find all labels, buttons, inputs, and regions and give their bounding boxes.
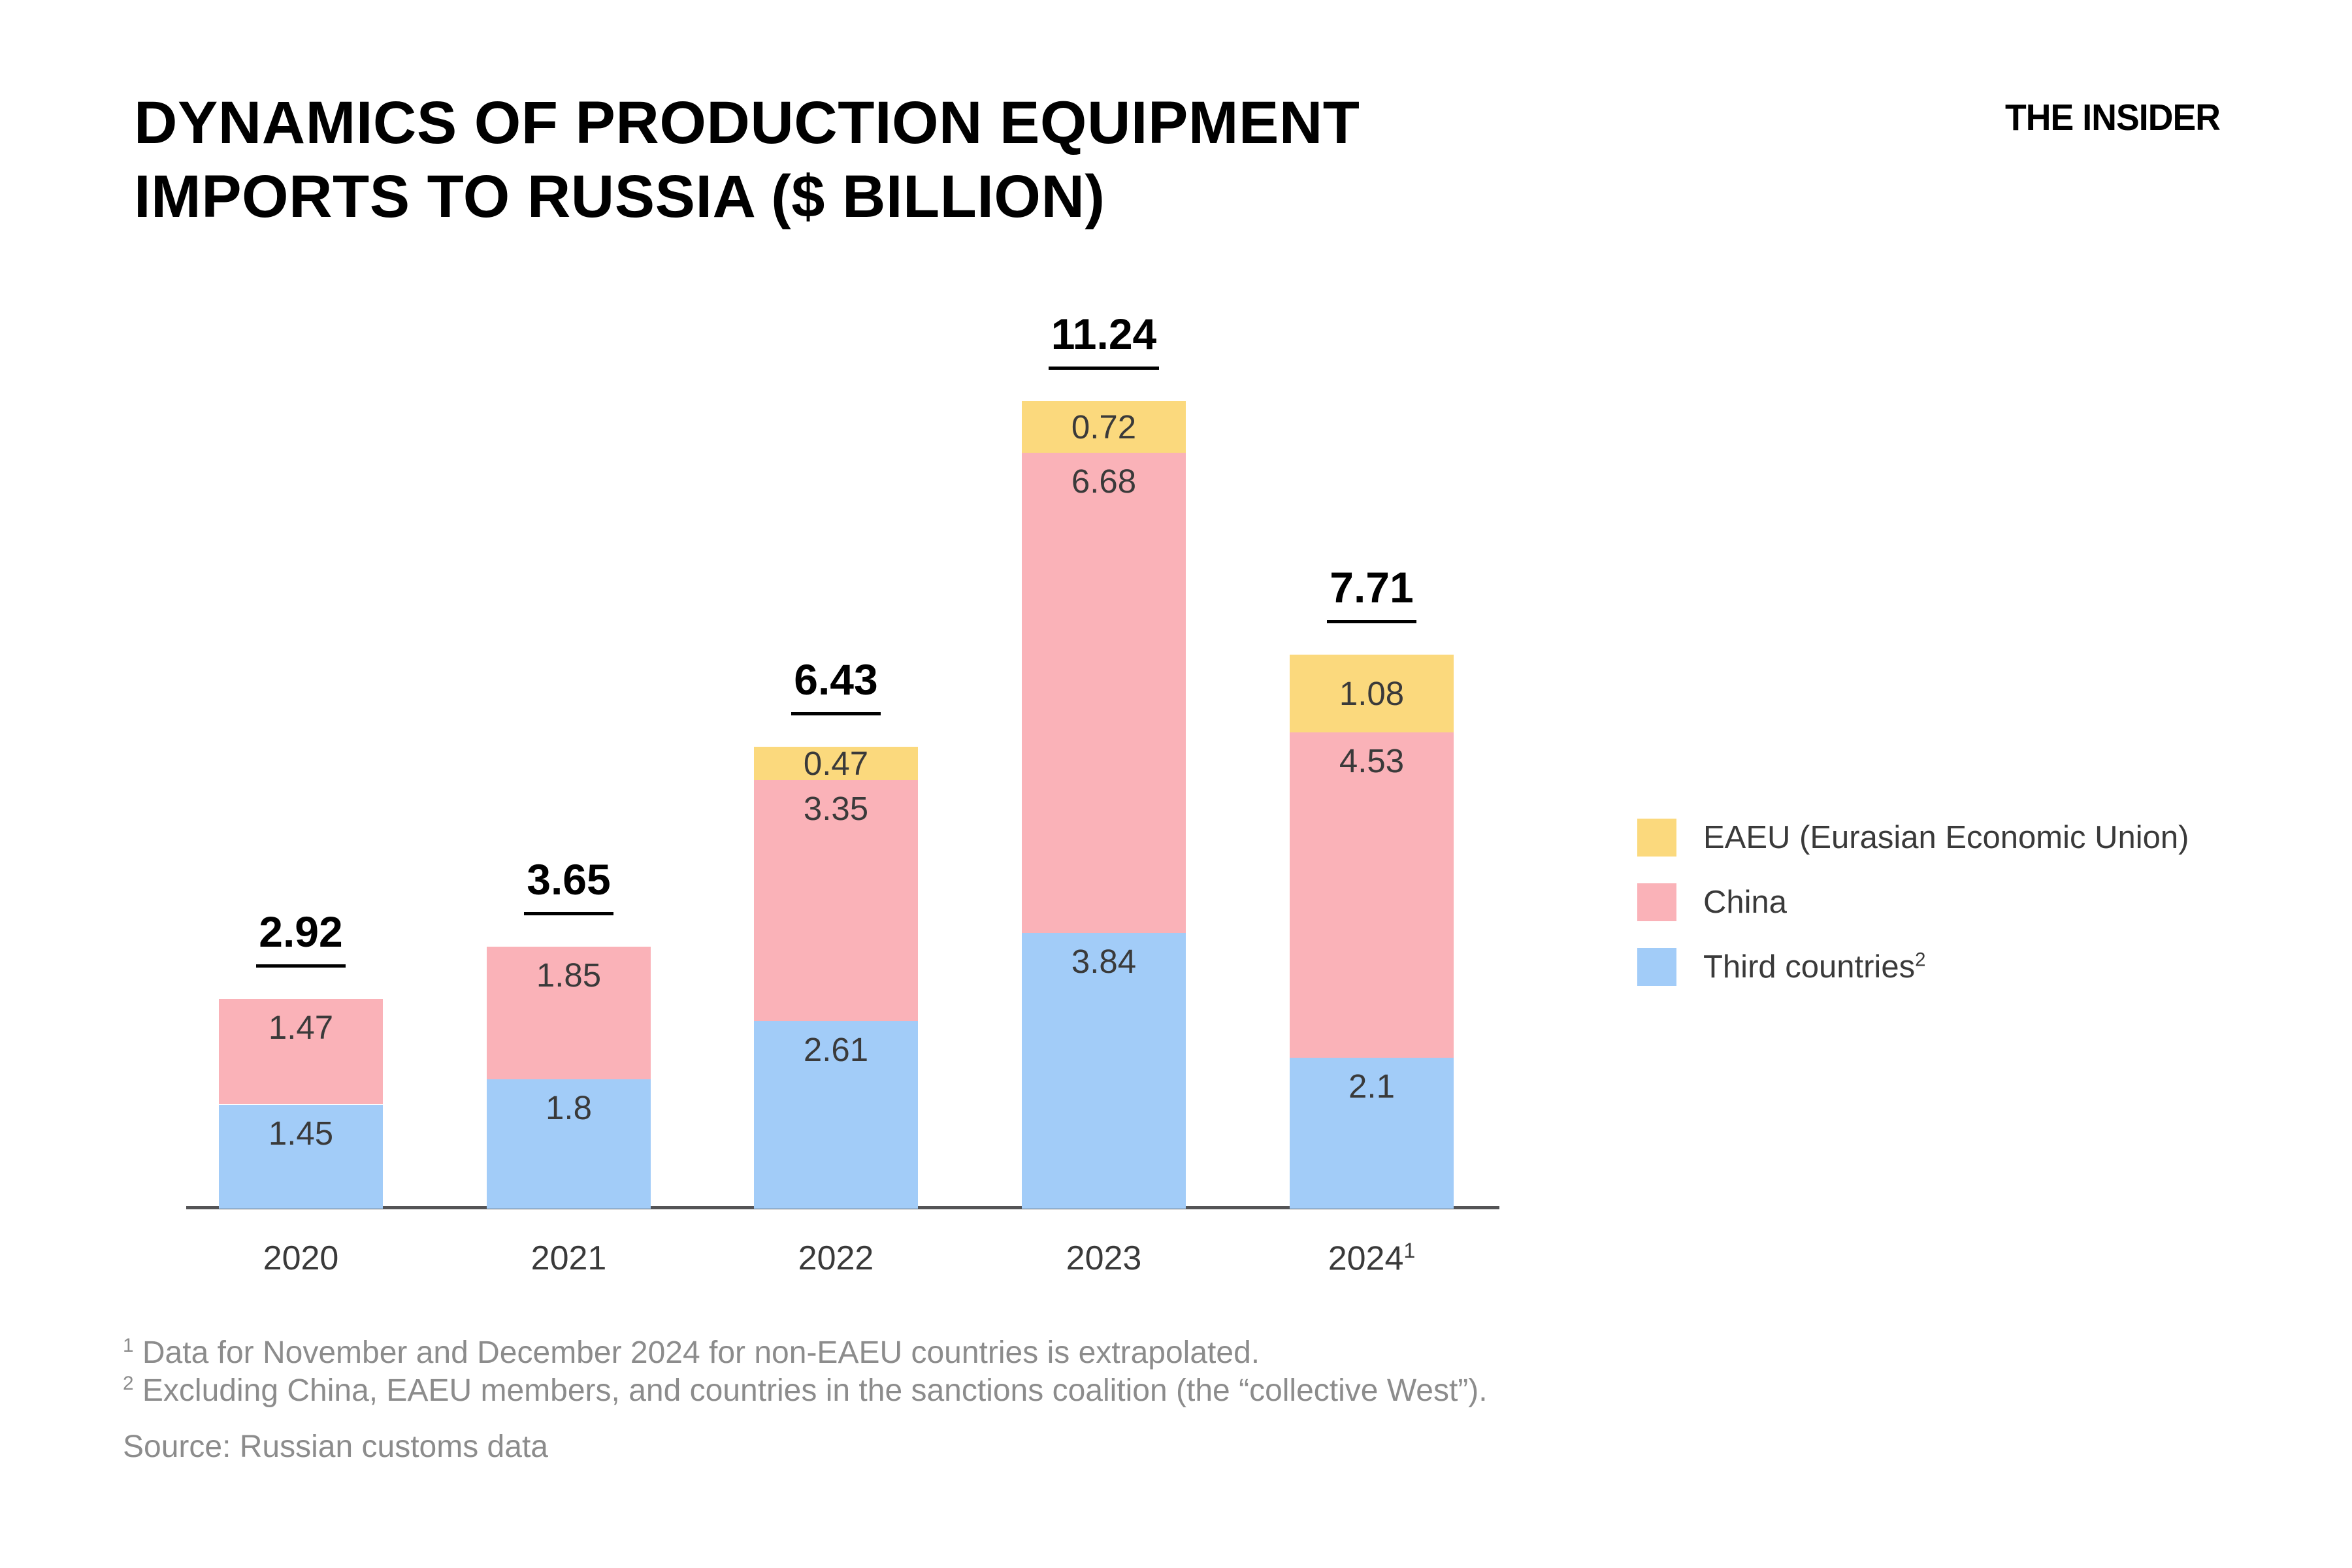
legend-item-eaeu: EAEU (Eurasian Economic Union) <box>1637 819 2189 857</box>
footnote-1: 1 Data for November and December 2024 fo… <box>123 1335 1260 1370</box>
x-axis-category-label-2022: 2022 <box>798 1239 874 1277</box>
segment-value-label: 4.53 <box>1339 742 1405 779</box>
segment-value-label: 6.68 <box>1071 462 1137 500</box>
segment-value-label: 1.8 <box>546 1089 592 1126</box>
bar-segment-2020-series-1: 1.47 <box>219 998 383 1105</box>
bar-segment-2023-series-2: 0.72 <box>1022 400 1186 453</box>
bar-total-label-2023: 11.24 <box>941 309 1267 370</box>
page-title-line-2: IMPORTS TO RUSSIA ($ BILLION) <box>134 163 1105 230</box>
source-note: Source: Russian customs data <box>123 1429 548 1464</box>
x-axis-category-label-2024: 20241 <box>1328 1239 1416 1278</box>
segment-value-label: 1.85 <box>536 956 602 994</box>
legend-label-third-countries: Third countries2 <box>1703 949 1926 985</box>
page-title-line-1: DYNAMICS OF PRODUCTION EQUIPMENT <box>134 90 1360 156</box>
chart-legend: EAEU (Eurasian Economic Union) China Thi… <box>1637 819 2189 1013</box>
bar-segment-2023-series-1: 6.68 <box>1022 452 1186 933</box>
bar-segment-2024-series-1: 4.53 <box>1290 732 1454 1058</box>
bar-total-label-2020: 2.92 <box>138 907 465 968</box>
bar-total-label-2022: 6.43 <box>673 655 1000 715</box>
bar-total-label-2024: 7.71 <box>1209 563 1535 623</box>
x-axis-category-label-2020: 2020 <box>263 1239 339 1277</box>
footnote-2: 2 Excluding China, EAEU members, and cou… <box>123 1373 1488 1408</box>
bar-segment-2021-series-0: 1.8 <box>487 1079 651 1209</box>
bar-segment-2022-series-2: 0.47 <box>754 745 918 783</box>
legend-label-eaeu: EAEU (Eurasian Economic Union) <box>1703 820 2189 855</box>
bar-total-label-2021: 3.65 <box>406 855 732 915</box>
segment-value-label: 1.45 <box>268 1114 334 1152</box>
bar-segment-2022-series-0: 2.61 <box>754 1021 918 1209</box>
segment-value-label: 2.1 <box>1348 1068 1395 1105</box>
segment-value-label: 3.84 <box>1071 942 1137 980</box>
page-title: DYNAMICS OF PRODUCTION EQUIPMENT IMPORTS… <box>134 86 1360 234</box>
legend-item-third-countries: Third countries2 <box>1637 948 2189 986</box>
the-insider-logo: THE INSIDER <box>2004 97 2221 139</box>
bar-segment-2022-series-1: 3.35 <box>754 780 918 1021</box>
bar-segment-2020-series-0: 1.45 <box>219 1104 383 1209</box>
eaeu-color-swatch-icon <box>1637 819 1676 857</box>
bar-segment-2023-series-0: 3.84 <box>1022 932 1186 1209</box>
x-axis-category-label-2021: 2021 <box>531 1239 607 1277</box>
segment-value-label: 0.72 <box>1071 408 1137 446</box>
x-axis-category-label-2023: 2023 <box>1066 1239 1142 1277</box>
segment-value-label: 2.61 <box>803 1030 869 1068</box>
bar-segment-2024-series-2: 1.08 <box>1290 654 1454 732</box>
segment-value-label: 3.35 <box>803 790 869 828</box>
segment-value-label: 0.47 <box>803 745 869 783</box>
bar-segment-2024-series-0: 2.1 <box>1290 1058 1454 1209</box>
bar-segment-2021-series-1: 1.85 <box>487 946 651 1079</box>
china-color-swatch-icon <box>1637 883 1676 921</box>
segment-value-label: 1.08 <box>1339 674 1405 712</box>
legend-item-china: China <box>1637 883 2189 921</box>
segment-value-label: 1.47 <box>268 1008 334 1046</box>
legend-label-china: China <box>1703 885 1788 920</box>
third-countries-color-swatch-icon <box>1637 948 1676 986</box>
